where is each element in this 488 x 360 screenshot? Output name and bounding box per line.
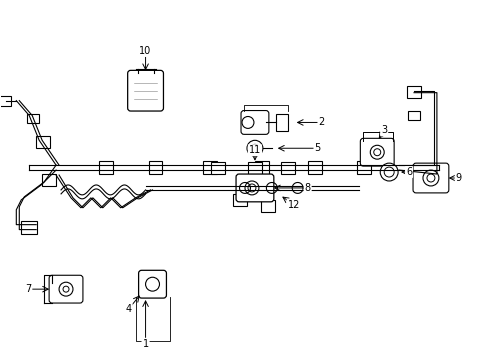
FancyBboxPatch shape xyxy=(127,70,163,111)
Circle shape xyxy=(373,149,380,156)
Bar xyxy=(275,113,287,131)
Text: 1: 1 xyxy=(142,339,148,349)
FancyBboxPatch shape xyxy=(360,138,393,166)
Bar xyxy=(203,161,217,174)
Circle shape xyxy=(250,144,258,152)
Bar xyxy=(254,161,268,174)
Bar xyxy=(233,194,246,206)
Circle shape xyxy=(380,163,397,181)
Circle shape xyxy=(63,286,69,292)
Text: 8: 8 xyxy=(304,183,310,193)
Text: 4: 4 xyxy=(125,304,131,314)
Bar xyxy=(42,174,56,186)
Bar xyxy=(21,221,37,234)
FancyBboxPatch shape xyxy=(138,270,166,298)
Bar xyxy=(307,161,321,174)
Text: 6: 6 xyxy=(405,167,411,177)
Circle shape xyxy=(247,184,255,192)
Text: 10: 10 xyxy=(139,46,151,56)
FancyBboxPatch shape xyxy=(49,275,83,303)
Bar xyxy=(27,113,39,123)
Circle shape xyxy=(242,117,253,129)
Bar xyxy=(36,136,50,148)
Bar xyxy=(211,162,224,174)
Text: 2: 2 xyxy=(318,117,324,127)
Text: 11: 11 xyxy=(248,145,261,155)
Bar xyxy=(247,162,262,174)
Circle shape xyxy=(145,277,159,291)
Circle shape xyxy=(244,181,258,195)
Text: 3: 3 xyxy=(380,125,386,135)
Bar xyxy=(148,161,162,174)
FancyBboxPatch shape xyxy=(241,111,268,134)
Bar xyxy=(406,86,420,98)
FancyBboxPatch shape xyxy=(412,163,448,193)
Bar xyxy=(407,111,419,121)
Text: 7: 7 xyxy=(25,284,31,294)
Bar xyxy=(357,161,370,174)
Circle shape xyxy=(246,140,263,156)
Circle shape xyxy=(59,282,73,296)
Bar xyxy=(99,161,113,174)
FancyBboxPatch shape xyxy=(236,174,273,202)
Text: 9: 9 xyxy=(455,173,461,183)
Bar xyxy=(261,200,274,212)
Text: 5: 5 xyxy=(314,143,320,153)
Circle shape xyxy=(426,174,434,182)
Circle shape xyxy=(384,167,393,177)
Circle shape xyxy=(369,145,384,159)
Bar xyxy=(0,96,11,105)
Text: 12: 12 xyxy=(287,200,299,210)
Circle shape xyxy=(422,170,438,186)
Bar xyxy=(280,162,294,174)
